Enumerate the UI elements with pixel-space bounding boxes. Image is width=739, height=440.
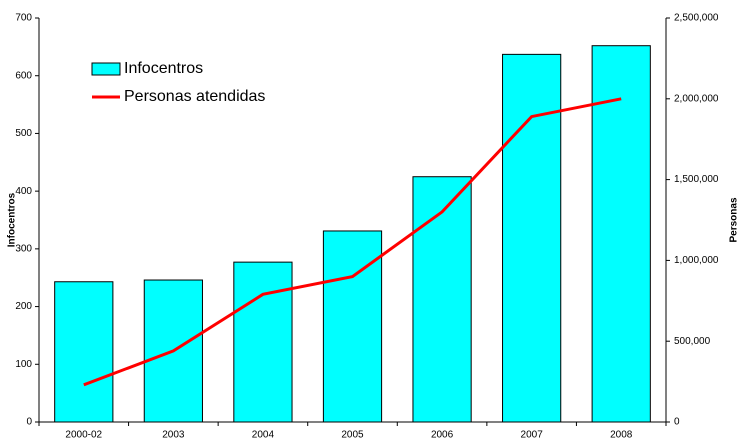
bar xyxy=(412,176,472,423)
y2-tick-label: 2,500,000 xyxy=(674,13,719,24)
x-tick-label: 2007 xyxy=(521,430,544,440)
x-tick-label: 2000-02 xyxy=(65,430,102,440)
bar xyxy=(54,281,114,423)
y-tick-label: 200 xyxy=(15,301,32,312)
y2-axis-label: Personas xyxy=(729,197,739,242)
bar xyxy=(591,45,651,423)
legend-label: Personas atendidas xyxy=(124,88,265,105)
x-tick-label: 2005 xyxy=(341,430,364,440)
x-tick-label: 2008 xyxy=(610,430,633,440)
y-tick-label: 100 xyxy=(15,359,32,370)
x-tick-label: 2004 xyxy=(252,430,275,440)
y-tick-label: 400 xyxy=(15,186,32,197)
bar xyxy=(233,261,293,423)
y-tick-label: 500 xyxy=(15,128,32,139)
y-tick-label: 0 xyxy=(26,417,32,428)
y-tick-label: 600 xyxy=(15,70,32,81)
bar xyxy=(322,230,383,423)
x-tick-label: 2003 xyxy=(162,430,185,440)
bar xyxy=(502,53,562,423)
legend-label: Infocentros xyxy=(124,60,203,77)
line xyxy=(83,97,622,387)
y2-tick-label: 1,500,000 xyxy=(674,174,719,185)
y-tick-label: 300 xyxy=(15,243,32,254)
y2-tick-label: 0 xyxy=(674,417,680,428)
legend-swatch xyxy=(91,62,121,76)
y-tick-label: 700 xyxy=(15,13,32,24)
y2-tick-label: 2,000,000 xyxy=(674,93,719,104)
y2-tick-label: 500,000 xyxy=(674,336,711,347)
x-tick-label: 2006 xyxy=(431,430,454,440)
y-axis-label: Infocentros xyxy=(7,192,18,247)
y2-tick-label: 1,000,000 xyxy=(674,255,719,266)
